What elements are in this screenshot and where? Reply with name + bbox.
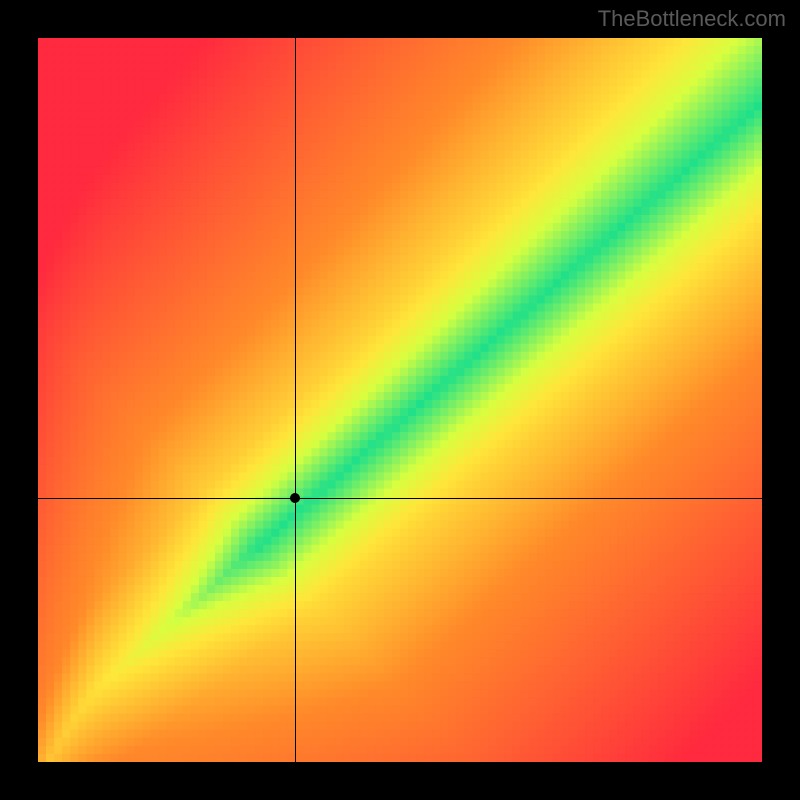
heatmap-plot (38, 38, 762, 762)
watermark-text: TheBottleneck.com (598, 6, 786, 32)
crosshair-vertical (295, 38, 296, 762)
marker-point (290, 493, 300, 503)
crosshair-horizontal (38, 498, 762, 499)
heatmap-canvas (38, 38, 762, 762)
chart-container: TheBottleneck.com (0, 0, 800, 800)
